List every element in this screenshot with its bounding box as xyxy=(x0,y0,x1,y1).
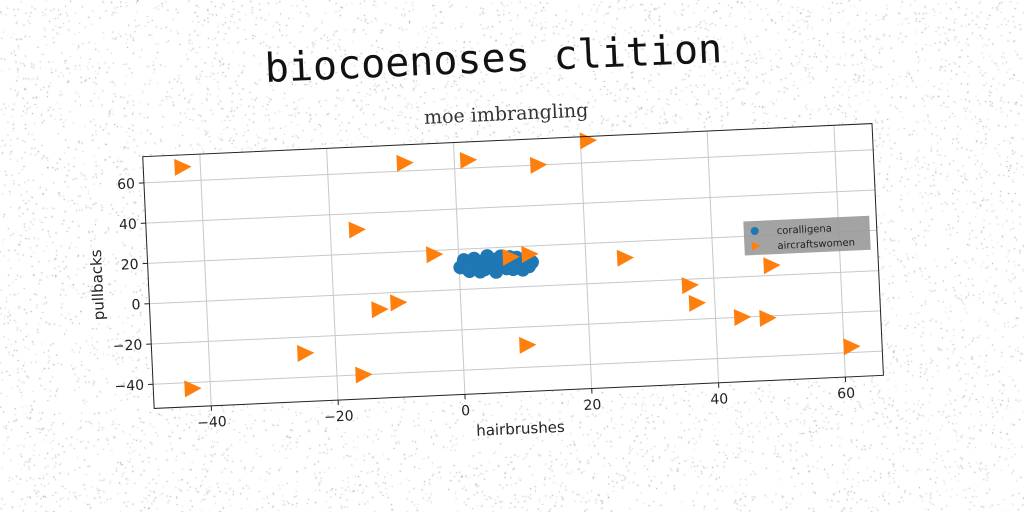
x-tick-label: 0 xyxy=(461,403,471,419)
point-aircraftswomen xyxy=(681,277,699,295)
plot-area: moe imbrangling −40 −20 0 20 40 60 −40 −20 0 20 4… xyxy=(87,99,884,440)
y-grid-line xyxy=(145,189,876,224)
point-aircraftswomen xyxy=(759,309,777,327)
point-aircraftswomen xyxy=(355,366,373,384)
data-points xyxy=(174,132,861,398)
y-axis-ticks: −40 −20 0 20 40 60 xyxy=(112,176,154,395)
point-coralligena xyxy=(459,261,474,276)
point-aircraftswomen xyxy=(519,336,537,354)
legend-entry-coralligena: coralligena xyxy=(777,224,833,237)
x-grid-line xyxy=(326,148,339,401)
x-tick-label: 40 xyxy=(710,391,729,408)
point-aircraftswomen xyxy=(521,246,539,264)
y-tick-label: 40 xyxy=(119,217,138,234)
y-grid-line xyxy=(149,270,879,305)
point-aircraftswomen xyxy=(396,154,414,172)
x-tick-label: −40 xyxy=(197,414,227,431)
point-aircraftswomen xyxy=(390,294,408,312)
x-grid-line xyxy=(706,131,720,383)
y-tick-label: 60 xyxy=(117,176,136,193)
point-aircraftswomen xyxy=(843,338,861,356)
y-grid-line xyxy=(153,350,883,385)
y-tick-label: 20 xyxy=(120,257,139,274)
x-axis-label: hairbrushes xyxy=(476,418,566,440)
y-tick-label: −40 xyxy=(114,378,144,395)
x-tick-label: −20 xyxy=(324,408,354,425)
chart-subtitle: moe imbrangling xyxy=(424,99,589,128)
point-aircraftswomen xyxy=(184,380,202,398)
legend-box xyxy=(743,215,871,256)
plot-frame xyxy=(142,123,884,409)
x-tick-label: 20 xyxy=(583,397,602,414)
y-axis-label: pullbacks xyxy=(87,249,108,321)
point-coralligena xyxy=(521,259,536,274)
y-grid-line xyxy=(143,149,874,184)
point-aircraftswomen xyxy=(348,221,366,239)
point-aircraftswomen xyxy=(763,257,781,275)
point-aircraftswomen xyxy=(371,301,389,319)
point-aircraftswomen xyxy=(616,249,635,267)
x-grid-line xyxy=(199,154,212,406)
point-aircraftswomen xyxy=(425,246,444,264)
y-tick-label: −20 xyxy=(112,337,142,354)
y-tick-label: 0 xyxy=(131,297,141,313)
point-aircraftswomen xyxy=(459,151,478,169)
point-aircraftswomen xyxy=(296,344,315,362)
legend-entry-aircraftswomen: aircraftswomen xyxy=(777,237,855,252)
chart-title: biocoenoses clition xyxy=(264,26,723,92)
y-grid-line xyxy=(151,310,881,345)
x-grid-line xyxy=(579,136,593,389)
point-aircraftswomen xyxy=(688,294,707,312)
legend-marker-aircraftswomen xyxy=(751,241,761,251)
legend-marker-coralligena xyxy=(750,227,759,235)
x-axis-ticks: −40 −20 0 20 40 60 xyxy=(197,377,856,431)
point-aircraftswomen xyxy=(529,156,548,174)
point-aircraftswomen xyxy=(733,309,752,326)
point-aircraftswomen xyxy=(174,158,192,176)
x-tick-label: 60 xyxy=(837,386,856,403)
point-aircraftswomen xyxy=(502,248,520,266)
legend: coralligena aircraftswomen xyxy=(743,215,871,256)
